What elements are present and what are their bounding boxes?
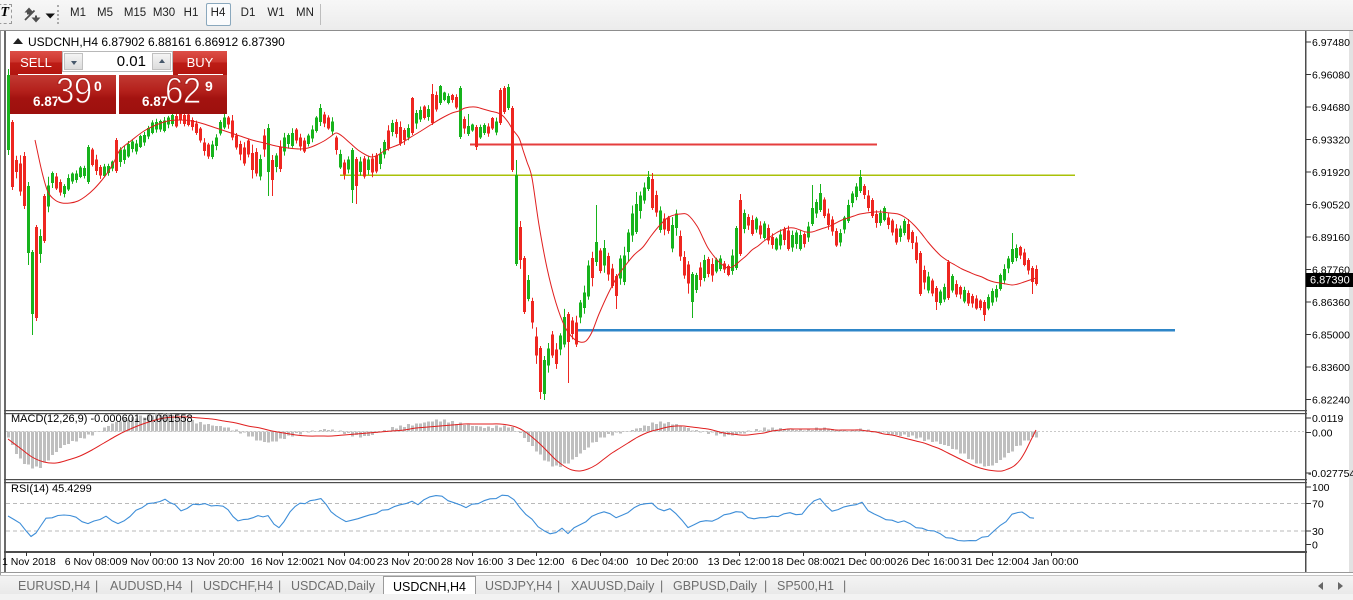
- svg-text:-0.027754: -0.027754: [1308, 468, 1353, 480]
- svg-text:USDCNH,H4 6.87902 6.88161 6.8: USDCNH,H4 6.87902 6.88161 6.86912 6.8739…: [28, 35, 285, 49]
- svg-text:6 Dec 04:00: 6 Dec 04:00: [572, 556, 629, 568]
- svg-text:6.91920: 6.91920: [1312, 167, 1350, 179]
- svg-text:0.0119: 0.0119: [1312, 413, 1343, 425]
- svg-text:6.82240: 6.82240: [1312, 395, 1350, 407]
- svg-text:18 Dec 08:00: 18 Dec 08:00: [772, 556, 835, 568]
- svg-text:6.86360: 6.86360: [1312, 297, 1350, 309]
- svg-text:4 Jan 00:00: 4 Jan 00:00: [1024, 556, 1079, 568]
- svg-text:1 Nov 2018: 1 Nov 2018: [2, 556, 56, 568]
- svg-text:RSI(14) 45.4299: RSI(14) 45.4299: [11, 483, 92, 495]
- svg-text:6.93320: 6.93320: [1312, 135, 1350, 147]
- svg-text:10 Dec 20:00: 10 Dec 20:00: [636, 556, 699, 568]
- svg-text:0.00: 0.00: [1312, 428, 1333, 440]
- svg-text:16 Nov 12:00: 16 Nov 12:00: [251, 556, 314, 568]
- svg-text:30: 30: [1312, 526, 1324, 538]
- svg-text:6.94680: 6.94680: [1312, 102, 1350, 114]
- svg-text:26 Dec 16:00: 26 Dec 16:00: [897, 556, 960, 568]
- svg-text:13 Dec 12:00: 13 Dec 12:00: [708, 556, 771, 568]
- svg-text:6.90520: 6.90520: [1312, 200, 1350, 212]
- svg-text:70: 70: [1312, 499, 1324, 511]
- svg-text:6.83600: 6.83600: [1312, 362, 1350, 374]
- svg-text:100: 100: [1312, 482, 1330, 494]
- svg-text:6.96080: 6.96080: [1312, 70, 1350, 82]
- svg-text:13 Nov 20:00: 13 Nov 20:00: [182, 556, 245, 568]
- svg-text:21 Dec 00:00: 21 Dec 00:00: [834, 556, 897, 568]
- svg-text:31 Dec 12:00: 31 Dec 12:00: [961, 556, 1024, 568]
- svg-text:6.85000: 6.85000: [1312, 330, 1350, 342]
- svg-text:21 Nov 04:00: 21 Nov 04:00: [313, 556, 376, 568]
- svg-text:MACD(12,26,9) -0.000601 -0.001: MACD(12,26,9) -0.000601 -0.001558: [11, 413, 193, 425]
- svg-text:6.89160: 6.89160: [1312, 232, 1350, 244]
- svg-text:23 Nov 20:00: 23 Nov 20:00: [377, 556, 440, 568]
- svg-text:3 Dec 12:00: 3 Dec 12:00: [508, 556, 565, 568]
- svg-text:0: 0: [1312, 540, 1318, 552]
- svg-text:6.97480: 6.97480: [1312, 37, 1350, 49]
- svg-text:6.87390: 6.87390: [1310, 275, 1350, 287]
- svg-text:9 Nov 00:00: 9 Nov 00:00: [122, 556, 179, 568]
- svg-text:6 Nov 08:00: 6 Nov 08:00: [65, 556, 122, 568]
- svg-text:28 Nov 16:00: 28 Nov 16:00: [441, 556, 504, 568]
